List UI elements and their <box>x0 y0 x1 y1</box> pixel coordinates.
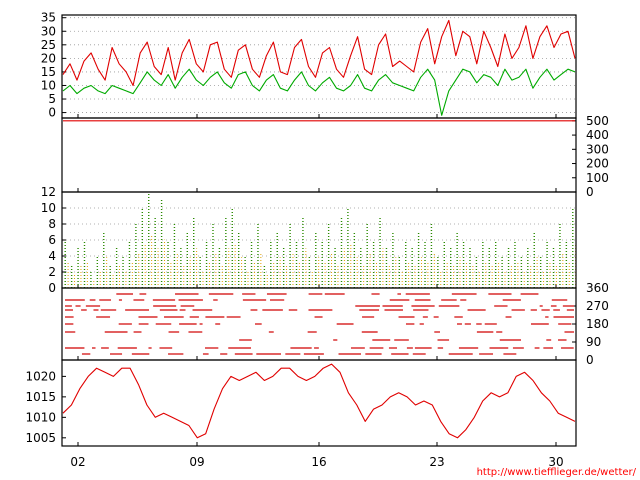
y-tick-label: 0 <box>586 353 594 367</box>
panel-frame <box>61 359 577 447</box>
y-tick-label: 30 <box>41 24 56 38</box>
y-tick-label: 10 <box>41 78 56 92</box>
y-tick-label: 8 <box>48 217 56 231</box>
y-tick-label: 200 <box>586 157 609 171</box>
y-tick-label: 360 <box>586 281 609 295</box>
x-tick-label: 30 <box>548 455 563 469</box>
y-tick-label: 0 <box>48 106 56 120</box>
panel-frame <box>61 117 577 193</box>
y-tick-label: 100 <box>586 171 609 185</box>
series-line-temperature-0 <box>62 19 576 87</box>
y-tick-label: 20 <box>41 51 56 65</box>
x-tick-label: 23 <box>429 455 444 469</box>
y-tick-label: 1005 <box>25 431 56 445</box>
y-tick-label: 180 <box>586 317 609 331</box>
credit-link[interactable]: http://www.tiefflieger.de/wetter/ <box>477 467 637 478</box>
y-tick-label: 0 <box>586 185 594 199</box>
y-tick-label: 4 <box>48 249 56 263</box>
y-tick-label: 35 <box>41 11 56 25</box>
series-line-temperature-1 <box>62 68 576 116</box>
y-tick-label: 6 <box>48 233 56 247</box>
y-tick-label: 270 <box>586 299 609 313</box>
panel-wind-direction: 0 90 180 270 360 <box>61 281 609 367</box>
y-tick-label: 1020 <box>25 369 56 383</box>
x-tick-label: 09 <box>189 455 204 469</box>
y-tick-label: 12 <box>41 185 56 199</box>
y-tick-label: 500 <box>586 114 609 128</box>
x-tick-label: 02 <box>70 455 85 469</box>
y-tick-label: 2 <box>48 265 56 279</box>
y-tick-label: 10 <box>41 201 56 215</box>
y-tick-label: 5 <box>48 92 56 106</box>
y-tick-label: 25 <box>41 38 56 52</box>
panel-pressure: 1005 1010 1015 1020 <box>25 359 577 447</box>
chart-panels: 0510152025303501002003004005000246810120… <box>25 11 609 447</box>
y-tick-label: 1010 <box>25 410 56 424</box>
x-tick-labels: 02 09 16 23 30 <box>70 455 563 469</box>
y-tick-label: 15 <box>41 65 56 79</box>
panel-wind-speed: 0 2 4 6 8 10 12 <box>41 185 577 295</box>
x-tick-label: 16 <box>311 455 326 469</box>
y-tick-label: 400 <box>586 128 609 142</box>
series-line-pressure-0 <box>62 363 576 439</box>
y-tick-label: 300 <box>586 142 609 156</box>
y-tick-label: 0 <box>48 281 56 295</box>
y-tick-label: 1015 <box>25 390 56 404</box>
y-tick-label: 90 <box>586 335 601 349</box>
